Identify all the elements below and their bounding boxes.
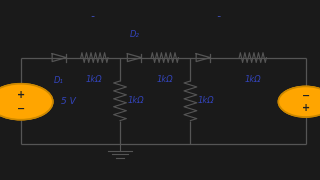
Text: 1kΩ: 1kΩ (156, 75, 173, 84)
Circle shape (278, 86, 320, 117)
Text: +: + (301, 103, 310, 112)
Text: 1kΩ: 1kΩ (244, 75, 261, 84)
Text: 5 V: 5 V (61, 97, 76, 106)
Text: −: − (301, 91, 310, 101)
Text: 1kΩ: 1kΩ (86, 75, 103, 84)
Text: +: + (17, 90, 25, 100)
Text: Find the current through the Diode D₂ for the following circuit:: Find the current through the Diode D₂ fo… (3, 8, 253, 17)
Text: −: − (17, 103, 25, 114)
Text: 1kΩ: 1kΩ (128, 96, 144, 105)
Text: 1kΩ: 1kΩ (198, 96, 215, 105)
Text: D₂: D₂ (130, 30, 139, 39)
Text: D₁: D₁ (54, 76, 64, 86)
Circle shape (0, 84, 53, 120)
